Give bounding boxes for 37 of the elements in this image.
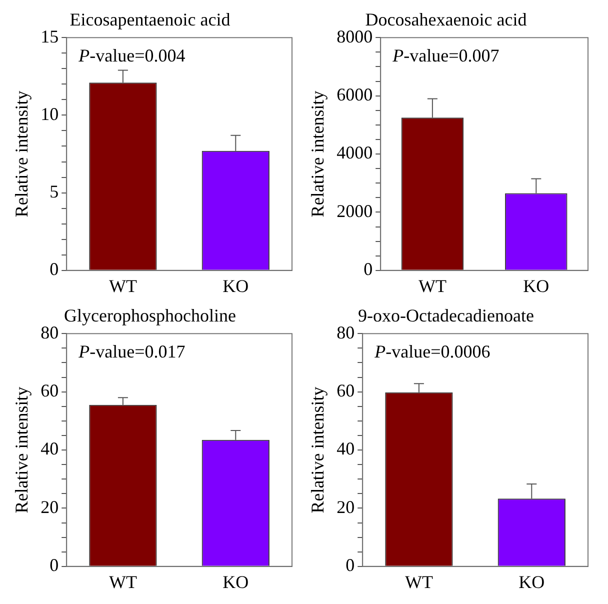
x-tick-label: WT xyxy=(108,572,137,592)
y-tick-label: 60 xyxy=(336,380,355,401)
x-tick-label: WT xyxy=(404,572,433,592)
annotation: P-value=0.0006 xyxy=(374,341,490,362)
y-tick-label: 60 xyxy=(40,380,59,401)
x-tick-label: KO xyxy=(518,572,545,592)
y-tick-label: 0 xyxy=(50,555,59,576)
y-tick-label: 20 xyxy=(336,496,355,517)
annotation: P-value=0.004 xyxy=(78,45,186,66)
annotation: P-value=0.007 xyxy=(392,45,500,66)
y-tick-label: 2000 xyxy=(336,200,373,221)
x-tick-label: KO xyxy=(222,276,249,296)
chart-title: Eicosapentaenoic acid xyxy=(70,10,230,30)
y-tick-label: 0 xyxy=(364,259,373,280)
x-tick-label: WT xyxy=(418,276,446,296)
y-tick-label: 10 xyxy=(40,104,59,124)
y-axis-title: Relative intensity xyxy=(308,90,328,218)
y-tick-label: 5 xyxy=(50,182,59,202)
chart-title: Glycerophosphocholine xyxy=(64,306,236,326)
y-tick-label: 40 xyxy=(336,438,355,459)
y-tick-label: 0 xyxy=(50,259,59,280)
y-tick-label: 20 xyxy=(40,496,59,517)
y-tick-label: 80 xyxy=(40,322,59,342)
y-tick-label: 80 xyxy=(336,322,355,342)
x-tick-label: KO xyxy=(523,276,550,296)
annotation: P-value=0.017 xyxy=(78,341,186,362)
y-axis-title: Relative intensity xyxy=(308,386,328,514)
y-tick-label: 4000 xyxy=(336,142,373,163)
x-tick-label: KO xyxy=(222,572,249,592)
y-tick-label: 40 xyxy=(40,438,59,459)
y-tick-label: 0 xyxy=(346,555,355,576)
x-tick-label: WT xyxy=(108,276,137,296)
y-tick-label: 15 xyxy=(40,26,59,46)
y-tick-label: 6000 xyxy=(336,84,373,105)
y-axis-title: Relative intensity xyxy=(12,90,32,218)
chart-title: 9-oxo-Octadecadienoate xyxy=(358,306,534,326)
y-axis-title: Relative intensity xyxy=(12,386,32,514)
